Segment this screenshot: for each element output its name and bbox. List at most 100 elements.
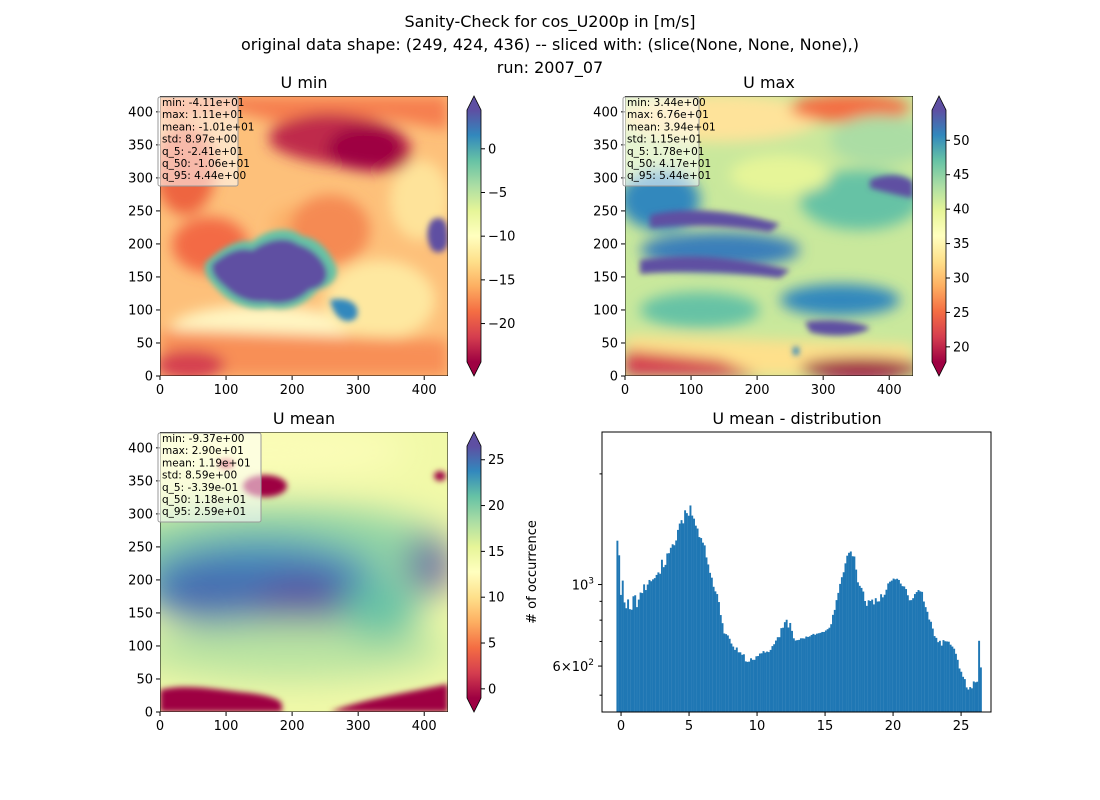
colorbar-tick-label: −10 <box>488 230 515 245</box>
histogram-bar <box>723 633 726 712</box>
histogram-bar <box>798 639 801 712</box>
colorbar-tick-label: 20 <box>953 340 970 355</box>
histogram-bar <box>946 641 948 712</box>
y-tick-label: 350 <box>593 138 618 153</box>
histogram-bar <box>775 640 777 712</box>
histogram-bar <box>714 591 717 712</box>
histogram-frame <box>601 431 992 713</box>
histogram-bar <box>912 598 915 712</box>
histogram-bar <box>766 651 769 712</box>
histogram-bar <box>742 654 745 712</box>
histogram-bar <box>803 638 806 712</box>
stats-line: max: 2.90e+01 <box>162 445 244 457</box>
x-tick-label: 200 <box>280 383 305 398</box>
x-tick-label: 100 <box>214 719 239 734</box>
histogram-bar <box>650 581 653 712</box>
histogram-bar <box>758 653 761 712</box>
y-tick-label: 50 <box>601 336 618 351</box>
colorbar-tick-label: 15 <box>488 545 505 560</box>
histogram-bar <box>928 619 931 712</box>
histogram-bar <box>760 653 763 712</box>
x-tick-label: 300 <box>346 719 371 734</box>
histogram-bar <box>901 586 904 712</box>
histogram-bar <box>682 523 685 712</box>
x-tick-label: 0 <box>621 383 629 398</box>
histogram-bar <box>799 638 802 712</box>
histogram-bar <box>668 553 671 712</box>
histogram-bar <box>734 649 736 712</box>
histogram-bar <box>619 594 622 712</box>
u-max-colorbar: 50 45 40 35 30 25 20 <box>931 95 970 377</box>
histogram-bar <box>848 552 850 712</box>
histogram-bar <box>967 689 970 712</box>
x-tick-label: 400 <box>412 383 437 398</box>
histogram-bar <box>951 646 954 712</box>
histogram-bar <box>776 637 779 712</box>
histogram-bar <box>732 646 735 712</box>
histogram-bar <box>810 634 813 712</box>
histogram-bar <box>933 636 936 712</box>
colorbar-tick-label: 40 <box>953 203 970 218</box>
histogram-bar <box>913 594 916 712</box>
histogram-bar <box>871 599 874 712</box>
histogram-bar <box>880 594 883 712</box>
histogram-bar <box>644 590 647 712</box>
histogram-bar <box>693 518 695 712</box>
y-tick-exponent: 2 <box>588 658 594 668</box>
x-tick-label: 10 <box>749 719 766 734</box>
histogram-bar <box>867 600 870 712</box>
stats-line: q_5: 1.78e+01 <box>627 146 704 158</box>
histogram-bar <box>717 602 720 712</box>
histogram-bar <box>931 628 934 712</box>
histogram-bar <box>876 601 879 712</box>
histogram-bar <box>917 590 920 712</box>
y-tick-label: 100 <box>128 303 153 318</box>
histogram-bar <box>887 583 890 712</box>
histogram-bar <box>883 594 886 712</box>
stats-line: std: 8.97e+00 <box>162 134 237 146</box>
histogram-bar <box>685 513 688 712</box>
histogram-bar <box>842 572 845 712</box>
histogram-bar <box>963 679 966 712</box>
histogram-bar <box>944 641 947 712</box>
histogram-bar <box>675 540 678 712</box>
x-tick-label: 100 <box>214 383 239 398</box>
y-tick-label: 250 <box>128 540 153 555</box>
histogram-bar <box>703 545 706 712</box>
u-mean-colorbar: 25 20 15 10 5 0 <box>466 431 505 713</box>
colorbar-tick-label: 25 <box>953 306 970 321</box>
stats-line: q_95: 4.44e+00 <box>162 170 246 182</box>
histogram-bar <box>664 564 667 712</box>
figure-title-line-3: run: 2007_07 <box>496 58 604 77</box>
histogram-bar <box>958 668 961 712</box>
histogram-bar <box>833 609 836 712</box>
u-max-title: U max <box>743 73 795 92</box>
colorbar-tick-label: 30 <box>953 272 970 287</box>
histogram-bar <box>789 622 792 712</box>
histogram-bar <box>780 628 783 712</box>
y-tick-label: 200 <box>128 573 153 588</box>
colorbar-tick-label: 0 <box>488 682 496 697</box>
u-max-axis-ticks: 0 100 200 300 400 0 50 100 150 200 250 300 350 400 <box>593 105 901 398</box>
colorbar-tick-label: 50 <box>953 134 970 149</box>
colorbar-tick-label: 35 <box>953 237 970 252</box>
histogram-bar <box>680 520 683 712</box>
histogram-bar <box>764 652 767 712</box>
histogram-bar <box>707 564 710 712</box>
y-tick-label: 250 <box>593 204 618 219</box>
y-tick-label: 50 <box>136 672 153 687</box>
stats-line: std: 8.59e+00 <box>162 470 237 482</box>
histogram-bar <box>630 609 633 712</box>
histogram-bar <box>823 631 826 712</box>
histogram-bar <box>960 671 963 712</box>
histogram-bar <box>744 661 747 712</box>
histogram-bar <box>636 607 638 712</box>
histogram-bar <box>862 591 865 712</box>
histogram-bar <box>908 600 911 712</box>
stats-line: q_5: -3.39e-01 <box>162 482 238 494</box>
histogram-bar <box>969 687 972 712</box>
histogram-bar <box>851 556 854 712</box>
x-tick-label: 200 <box>280 719 305 734</box>
